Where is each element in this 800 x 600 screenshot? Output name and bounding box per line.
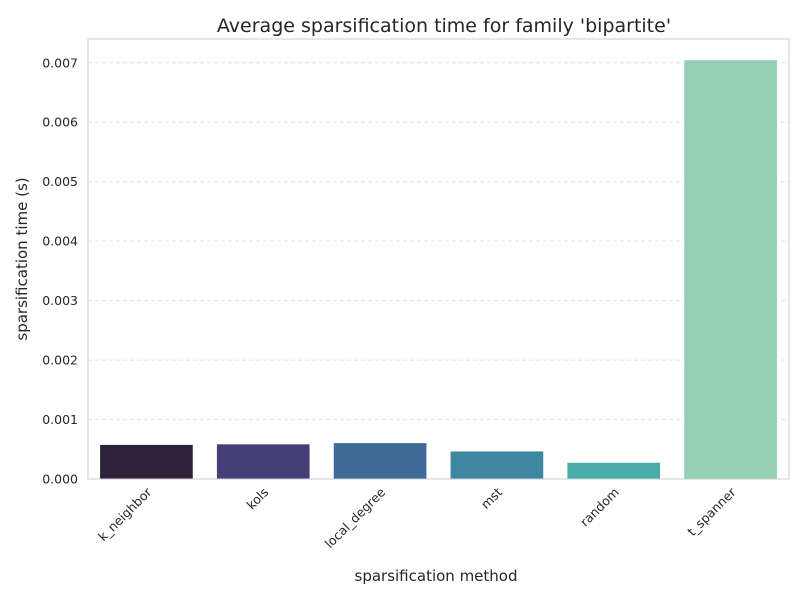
x-tick-label: k_neighbor — [95, 484, 155, 544]
y-tick-label: 0.002 — [42, 353, 78, 368]
bar-k-neighbor — [99, 444, 194, 480]
bar-local-degree — [332, 442, 428, 480]
y-tick-label: 0.000 — [42, 472, 78, 487]
x-tick-labels: k_neighbor kols local_degree mst random t_spa… — [95, 484, 739, 551]
x-tick-label: kols — [243, 485, 271, 513]
y-tick-label: 0.005 — [42, 174, 78, 189]
y-tick-labels: 0.000 0.001 0.002 0.003 0.004 0.005 0.006 0.007 — [42, 55, 78, 486]
bar-t-spanner — [683, 59, 778, 480]
x-tick-label: random — [577, 485, 622, 530]
y-tick-label: 0.001 — [42, 412, 78, 427]
bars — [99, 59, 778, 480]
y-tick-label: 0.004 — [42, 234, 78, 249]
plot-frame — [87, 38, 790, 480]
x-axis-label: sparsification method — [355, 567, 518, 585]
bar-random — [566, 461, 661, 480]
x-tick-label: local_degree — [322, 484, 389, 551]
y-tick-label: 0.003 — [42, 293, 78, 308]
y-tick-label: 0.006 — [42, 115, 78, 130]
y-axis-label: sparsification time (s) — [13, 177, 31, 340]
bar-mst — [449, 450, 545, 480]
x-tick-label: t_spanner — [684, 484, 739, 539]
x-tick-label: mst — [478, 484, 505, 511]
y-tick-label: 0.007 — [42, 55, 78, 70]
grid-lines — [88, 62, 789, 421]
bar-kols — [216, 443, 311, 480]
chart-title: Average sparsification time for family '… — [217, 15, 671, 37]
